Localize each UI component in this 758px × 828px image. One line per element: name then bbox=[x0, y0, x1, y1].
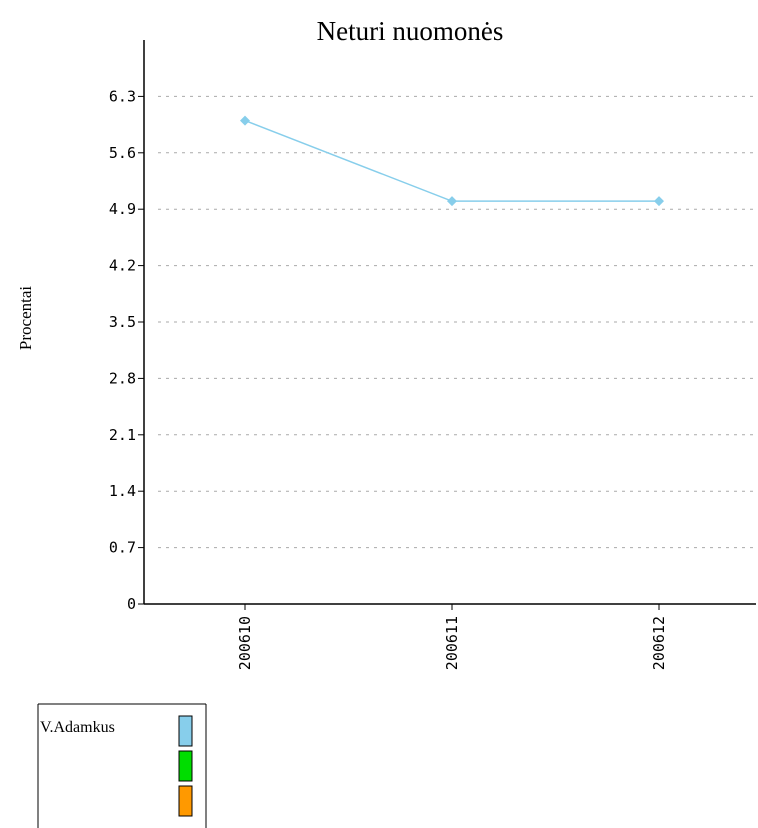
legend-swatch bbox=[178, 715, 193, 747]
gridlines bbox=[158, 95, 756, 549]
x-tick-label: 200610 bbox=[236, 616, 254, 670]
legend: V.Adamkus bbox=[37, 703, 207, 828]
y-axis-ticks: 0 0.7 1.4 2.1 2.8 3.5 4.2 4.9 5.6 6.3 bbox=[109, 87, 144, 613]
y-tick-label: 0 bbox=[127, 595, 136, 613]
y-tick-label: 4.2 bbox=[109, 257, 136, 275]
data-point bbox=[240, 115, 250, 126]
y-tick-label: 4.9 bbox=[109, 200, 136, 218]
y-tick-label: 6.3 bbox=[109, 87, 136, 105]
x-axis-ticks: 200610 200611 200612 bbox=[236, 604, 668, 670]
x-tick-label: 200612 bbox=[650, 616, 668, 670]
legend-swatch bbox=[178, 785, 193, 817]
data-point bbox=[447, 196, 457, 207]
y-tick-label: 3.5 bbox=[109, 313, 136, 331]
y-tick-label: 1.4 bbox=[109, 482, 136, 500]
data-point bbox=[654, 196, 664, 207]
legend-swatch bbox=[178, 750, 193, 782]
y-axis-label: Procentai bbox=[16, 286, 35, 350]
legend-label: V.Adamkus bbox=[40, 719, 115, 736]
series-line bbox=[244, 119, 659, 202]
series-lines bbox=[240, 115, 664, 207]
y-tick-label: 5.6 bbox=[109, 144, 136, 162]
y-tick-label: 0.7 bbox=[109, 539, 136, 557]
x-tick-label: 200611 bbox=[443, 616, 461, 670]
chart-title: Neturi nuomonės bbox=[317, 16, 504, 46]
y-tick-label: 2.8 bbox=[109, 369, 136, 387]
y-tick-label: 2.1 bbox=[109, 426, 136, 444]
